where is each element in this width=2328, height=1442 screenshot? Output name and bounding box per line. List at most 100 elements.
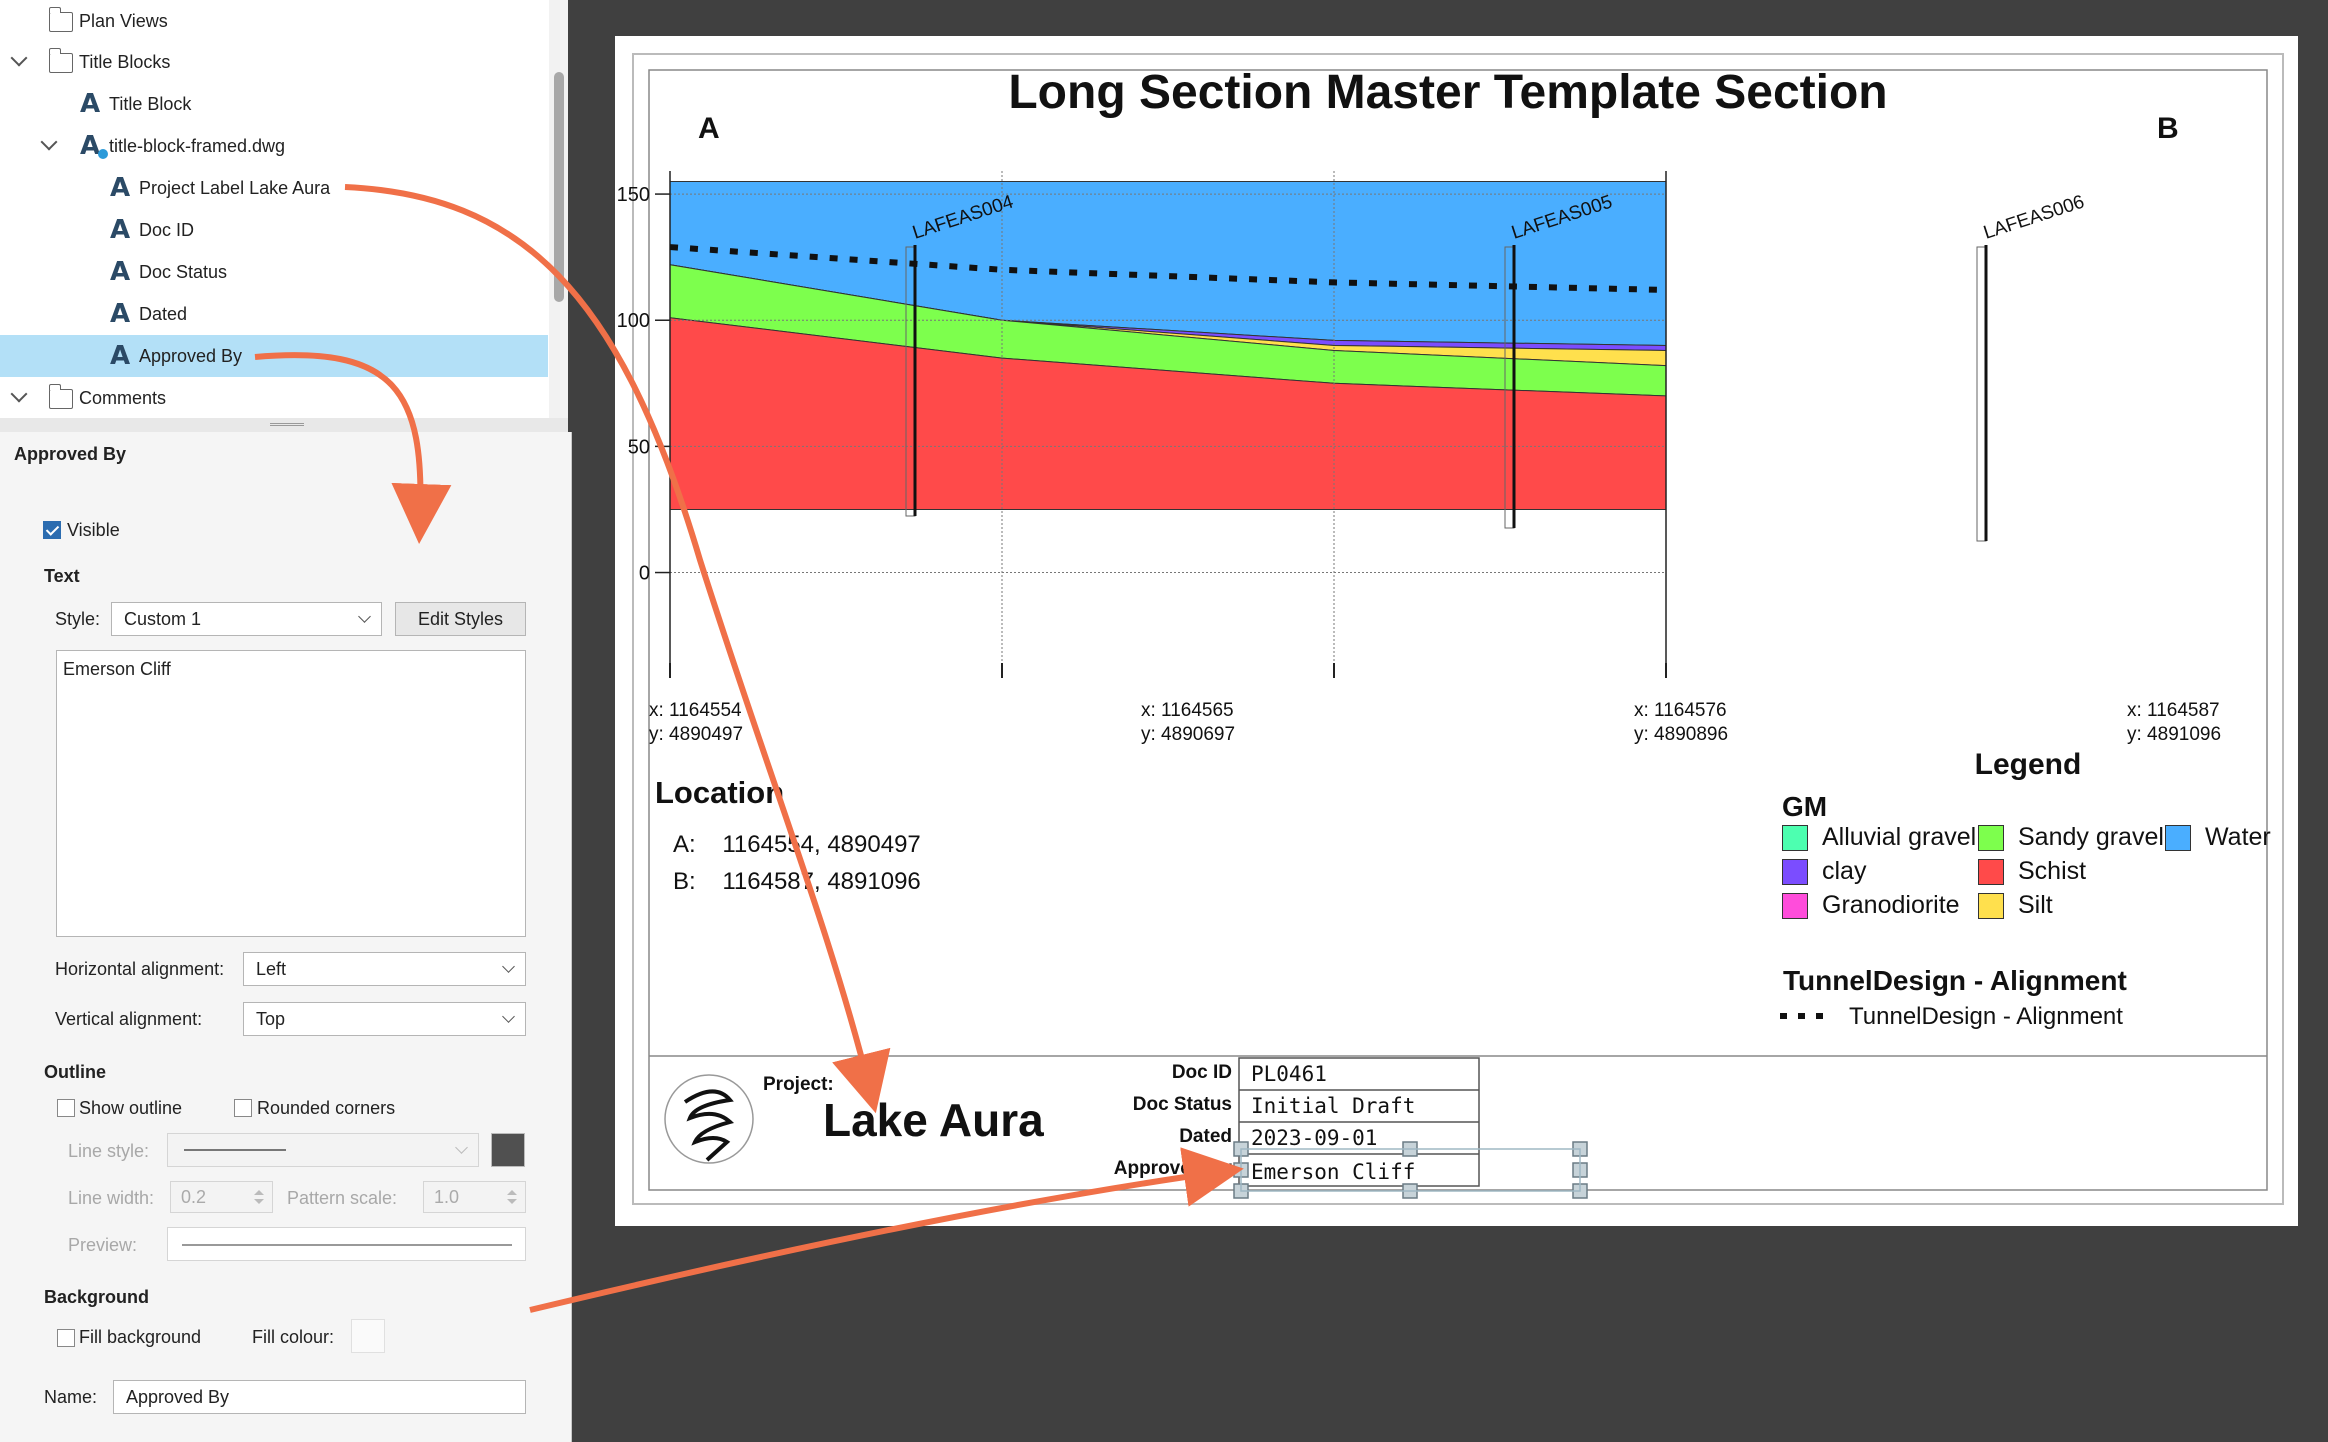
title-block-table (1238, 1057, 1480, 1187)
legend-label: clay (1822, 857, 1867, 885)
legend-item-sandy-gravel: Sandy gravel (1978, 823, 2164, 852)
folder-icon (48, 7, 73, 32)
fill-colour-label: Fill colour: (252, 1327, 335, 1347)
legend-label: Alluvial gravel (1822, 823, 1977, 851)
approved-by-value[interactable]: Emerson Cliff (1251, 1160, 1416, 1184)
section-drawing: Long Section Master Template Section A B… (617, 53, 2284, 1205)
coord-y-1: y: 4890697 (1141, 724, 1235, 745)
vertical-alignment-value: Top (256, 1009, 286, 1029)
tree-item-label: Comments (79, 387, 167, 408)
tree-item-plan-views[interactable]: Plan Views (0, 0, 548, 42)
doc-status-value: Initial Draft (1251, 1094, 1416, 1118)
line-style-sample (184, 1149, 286, 1151)
annotation-arrow-approved-to-props (254, 352, 452, 544)
show-outline-checkbox[interactable] (57, 1099, 75, 1117)
tree-item-label: Dated (139, 303, 188, 324)
pattern-scale-spinner[interactable]: 1.0 (423, 1181, 526, 1213)
legend-swatch (1782, 858, 1808, 885)
legend-item-silt: Silt (1978, 891, 2053, 920)
legend-swatch (2165, 824, 2191, 851)
legend-item-water: Water (2165, 823, 2271, 852)
dwg-text-icon: A (80, 133, 108, 159)
tree-item-label: Title Blocks (79, 51, 171, 72)
legend-group-title: GM (1782, 791, 1827, 822)
coord-x-1: x: 1164565 (1141, 700, 1234, 721)
visible-checkbox[interactable] (43, 521, 61, 539)
tree-item-label: Title Block (109, 93, 192, 114)
tree-scrollbar[interactable] (549, 0, 568, 418)
y-axis-tick-label: 100 (617, 310, 650, 332)
vertical-alignment-select[interactable]: Top (243, 1002, 526, 1036)
layout-page: Long Section Master Template Section A B… (615, 36, 2298, 1226)
legend-label: Sandy gravel (2018, 823, 2164, 851)
company-logo (664, 1074, 754, 1164)
project-tree: Plan Views Title Blocks A Title Block A … (0, 0, 568, 418)
legend-label: Schist (2018, 857, 2087, 885)
preview-label: Preview: (68, 1235, 138, 1255)
text-content-area[interactable]: Emerson Cliff (56, 650, 526, 937)
legend-label: Granodiorite (1822, 891, 1960, 919)
panel-splitter[interactable] (0, 418, 568, 432)
legend-title: Legend (1975, 748, 2082, 781)
coord-y-3: y: 4891096 (2127, 724, 2221, 745)
style-select[interactable]: Custom 1 (111, 602, 382, 636)
tree-item-title-block-framed-dwg[interactable]: A title-block-framed.dwg (0, 125, 548, 167)
legend-item-schist: Schist (1978, 857, 2086, 886)
text-annotation-icon: A (110, 257, 131, 287)
name-input[interactable]: Approved By (113, 1380, 526, 1414)
text-annotation-icon: A (80, 89, 101, 119)
tree-item-title-blocks[interactable]: Title Blocks (0, 41, 548, 83)
page-frame-outer (632, 53, 2284, 1205)
tree-item-doc-id[interactable]: A Doc ID (0, 209, 548, 251)
tree-item-comments[interactable]: Comments (0, 377, 548, 419)
tree-item-dated[interactable]: A Dated (0, 293, 548, 335)
background-section-title: Background (44, 1287, 150, 1307)
dated-label: Dated (1179, 1126, 1232, 1147)
page-frame-inner (648, 69, 2268, 1191)
coord-x-3: x: 1164587 (2127, 700, 2220, 721)
location-title: Location (655, 775, 784, 810)
legend-swatch (1782, 824, 1808, 851)
project-label: Project: (763, 1074, 834, 1095)
line-style-select[interactable] (167, 1133, 479, 1167)
geology-layers (669, 180, 1667, 510)
rounded-corners-checkbox[interactable] (234, 1099, 252, 1117)
name-input-value: Approved By (126, 1387, 230, 1407)
coord-x-0: x: 1164554 (649, 700, 742, 721)
rounded-corners-label: Rounded corners (257, 1098, 396, 1118)
name-label: Name: (44, 1387, 98, 1407)
legend-swatch (1978, 824, 2004, 851)
location-b: B: 1164587, 4891096 (673, 868, 921, 895)
doc-status-label: Doc Status (1132, 1094, 1232, 1115)
horizontal-alignment-select[interactable]: Left (243, 952, 526, 986)
properties-title: Approved By (14, 444, 127, 464)
tree-item-project-label[interactable]: A Project Label Lake Aura (0, 167, 548, 209)
show-outline-label: Show outline (79, 1098, 183, 1118)
edit-styles-button[interactable]: Edit Styles (395, 602, 526, 636)
splitter-grip-icon (270, 423, 304, 426)
tree-scrollbar-thumb[interactable] (554, 72, 564, 302)
outline-colour-swatch[interactable] (491, 1133, 525, 1167)
line-width-spinner[interactable]: 0.2 (170, 1181, 273, 1213)
fill-colour-swatch[interactable] (351, 1319, 385, 1353)
horizontal-alignment-label: Horizontal alignment: (55, 959, 225, 979)
legend-item-granodiorite: Granodiorite (1782, 891, 1960, 920)
tunnel-legend-label: TunnelDesign - Alignment (1849, 1003, 2123, 1030)
legend-item-clay: clay (1782, 857, 1866, 886)
text-content-value: Emerson Cliff (63, 659, 171, 679)
legend-item-alluvial-gravel: Alluvial gravel (1782, 823, 1976, 852)
text-annotation-icon: A (110, 341, 131, 371)
doc-id-value: PL0461 (1251, 1062, 1327, 1086)
legend-swatch (1978, 892, 2004, 919)
tree-item-label: Doc Status (139, 261, 228, 282)
style-select-value: Custom 1 (124, 609, 202, 629)
style-label: Style: (55, 609, 101, 629)
tunnel-alignment-line (669, 244, 1667, 293)
tree-item-doc-status[interactable]: A Doc Status (0, 251, 548, 293)
fill-background-checkbox[interactable] (57, 1329, 75, 1347)
section-title: Long Section Master Template Section (1008, 66, 1887, 119)
outline-preview (167, 1227, 526, 1261)
annotation-arrow-text-to-page (529, 1147, 1244, 1313)
tree-item-title-block[interactable]: A Title Block (0, 83, 548, 125)
